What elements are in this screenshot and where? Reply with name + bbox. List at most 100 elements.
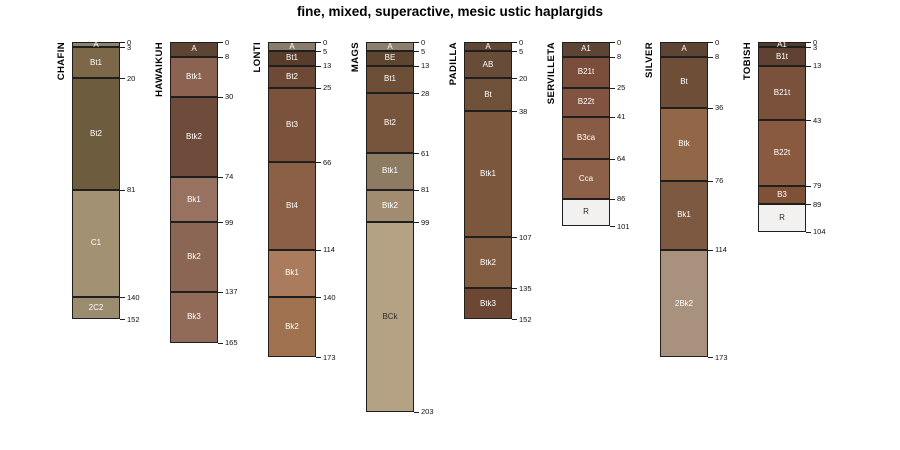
depth-tick <box>512 42 517 43</box>
depth-tick <box>316 87 321 89</box>
depth-tick <box>316 42 321 43</box>
horizon-B3: B3 <box>758 185 806 205</box>
horizon-C1: C1 <box>72 189 120 298</box>
depth-tick <box>512 78 517 80</box>
horizon-B22t: B22t <box>562 87 610 117</box>
depth-label: 13 <box>813 61 822 71</box>
horizon-label: Btk2 <box>479 257 496 267</box>
depth-tick <box>218 96 223 98</box>
horizon-Btk1: Btk1 <box>366 153 414 190</box>
horizon-label: Bt3 <box>285 119 298 129</box>
horizon-label: Bt <box>484 89 492 99</box>
depth-tick <box>708 249 713 251</box>
profile-name: LONTI <box>252 42 263 73</box>
depth-label: 165 <box>225 338 238 348</box>
profile-name: SERVILLETA <box>546 42 557 105</box>
depth-label: 25 <box>323 83 332 93</box>
depth-label: 0 <box>813 37 818 47</box>
depth-tick <box>512 111 517 113</box>
horizon-Btk2: Btk2 <box>170 96 218 177</box>
horizon-R: R <box>562 198 610 227</box>
horizon-A: A <box>366 42 414 52</box>
depth-tick <box>316 51 321 53</box>
depth-label: 152 <box>127 314 140 324</box>
depth-label: 41 <box>617 112 626 122</box>
depth-label: 104 <box>813 227 826 237</box>
horizon-B22t: B22t <box>758 120 806 186</box>
depth-tick <box>806 65 811 67</box>
profile-name: PADILLA <box>448 42 459 86</box>
horizon-label: Bk3 <box>187 312 201 322</box>
horizon-label: Cca <box>578 173 594 183</box>
horizon-label: A <box>191 44 197 54</box>
horizon-label: B21t <box>577 67 595 77</box>
horizon-label: C1 <box>90 238 102 248</box>
horizon-label: Btk1 <box>185 71 202 81</box>
horizon-Btk3: Btk3 <box>464 288 512 320</box>
horizon-Bt1: Bt1 <box>366 65 414 94</box>
depth-tick <box>414 42 419 43</box>
depth-label: 74 <box>225 172 234 182</box>
depth-label: 79 <box>813 181 822 191</box>
depth-tick <box>806 204 811 206</box>
depth-label: 86 <box>617 194 626 204</box>
horizon-Btk: Btk <box>660 107 708 181</box>
depth-tick <box>708 107 713 109</box>
horizon-label: Bk1 <box>187 194 201 204</box>
horizon-Bt1: Bt1 <box>72 47 120 79</box>
depth-tick <box>414 189 419 191</box>
depth-label: 101 <box>617 221 630 231</box>
horizon-label: R <box>583 207 589 217</box>
horizon-label: Btk2 <box>381 201 398 211</box>
depth-tick <box>218 42 223 43</box>
horizon-label: A <box>289 41 295 51</box>
depth-label: 13 <box>421 61 430 71</box>
profile-name: TOBISH <box>742 42 753 81</box>
depth-tick <box>512 237 517 239</box>
depth-tick <box>512 288 517 290</box>
depth-label: 114 <box>715 245 727 255</box>
depth-tick <box>806 47 811 49</box>
chart-title: fine, mixed, superactive, mesic ustic ha… <box>296 4 604 19</box>
depth-label: 0 <box>715 37 720 47</box>
depth-label: 140 <box>127 292 140 302</box>
depth-tick <box>610 226 615 228</box>
depth-label: 152 <box>519 314 532 324</box>
depth-label: 36 <box>715 103 724 113</box>
profile-name: CHAFIN <box>56 42 67 81</box>
horizon-label: Bt <box>680 77 688 87</box>
horizon-label: Btk1 <box>479 169 496 179</box>
depth-label: 89 <box>813 199 822 209</box>
horizon-label: Btk2 <box>185 131 202 141</box>
horizon-label: Btk3 <box>479 298 496 308</box>
depth-label: 0 <box>519 37 524 47</box>
depth-label: 8 <box>225 52 230 62</box>
depth-label: 81 <box>421 185 430 195</box>
horizon-Bt2: Bt2 <box>366 93 414 154</box>
depth-tick <box>708 42 713 43</box>
depth-label: 0 <box>617 37 622 47</box>
horizon-label: B22t <box>773 148 791 158</box>
horizon-label: Bt2 <box>383 118 396 128</box>
depth-label: 43 <box>813 115 822 125</box>
depth-label: 76 <box>715 176 724 186</box>
horizon-label: Bt2 <box>285 71 298 81</box>
horizon-A: A <box>660 42 708 57</box>
horizon-label: Bk2 <box>285 322 299 332</box>
depth-tick <box>610 158 615 160</box>
depth-tick <box>512 319 517 321</box>
horizon-label: Bk2 <box>187 252 201 262</box>
depth-tick <box>806 120 811 122</box>
depth-label: 38 <box>519 106 528 116</box>
depth-label: 81 <box>127 185 136 195</box>
depth-label: 137 <box>225 287 238 297</box>
depth-tick <box>316 65 321 67</box>
depth-label: 0 <box>127 37 132 47</box>
depth-tick <box>120 319 125 321</box>
depth-tick <box>610 56 615 58</box>
depth-label: 61 <box>421 148 430 158</box>
horizon-Bk2: Bk2 <box>170 222 218 292</box>
depth-label: 8 <box>715 52 720 62</box>
horizon-B21t: B21t <box>758 65 806 121</box>
horizon-A: A <box>170 42 218 57</box>
